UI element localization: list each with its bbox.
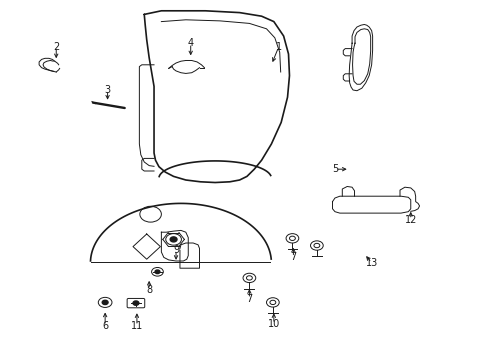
Text: 5: 5 [331, 164, 337, 174]
Text: 4: 4 [187, 38, 193, 48]
Text: 8: 8 [146, 285, 152, 295]
Circle shape [102, 300, 108, 305]
Circle shape [170, 237, 177, 242]
Text: 9: 9 [173, 245, 179, 255]
Circle shape [155, 270, 160, 274]
Text: 7: 7 [290, 252, 296, 262]
Text: 12: 12 [404, 215, 416, 225]
Text: 7: 7 [246, 294, 252, 304]
Text: 11: 11 [130, 321, 143, 331]
Text: 10: 10 [267, 319, 280, 329]
Text: 1: 1 [275, 42, 281, 52]
Text: 2: 2 [53, 42, 59, 52]
Text: 3: 3 [104, 85, 110, 95]
Text: 13: 13 [365, 258, 377, 268]
Text: 6: 6 [102, 321, 108, 331]
Circle shape [133, 301, 139, 305]
